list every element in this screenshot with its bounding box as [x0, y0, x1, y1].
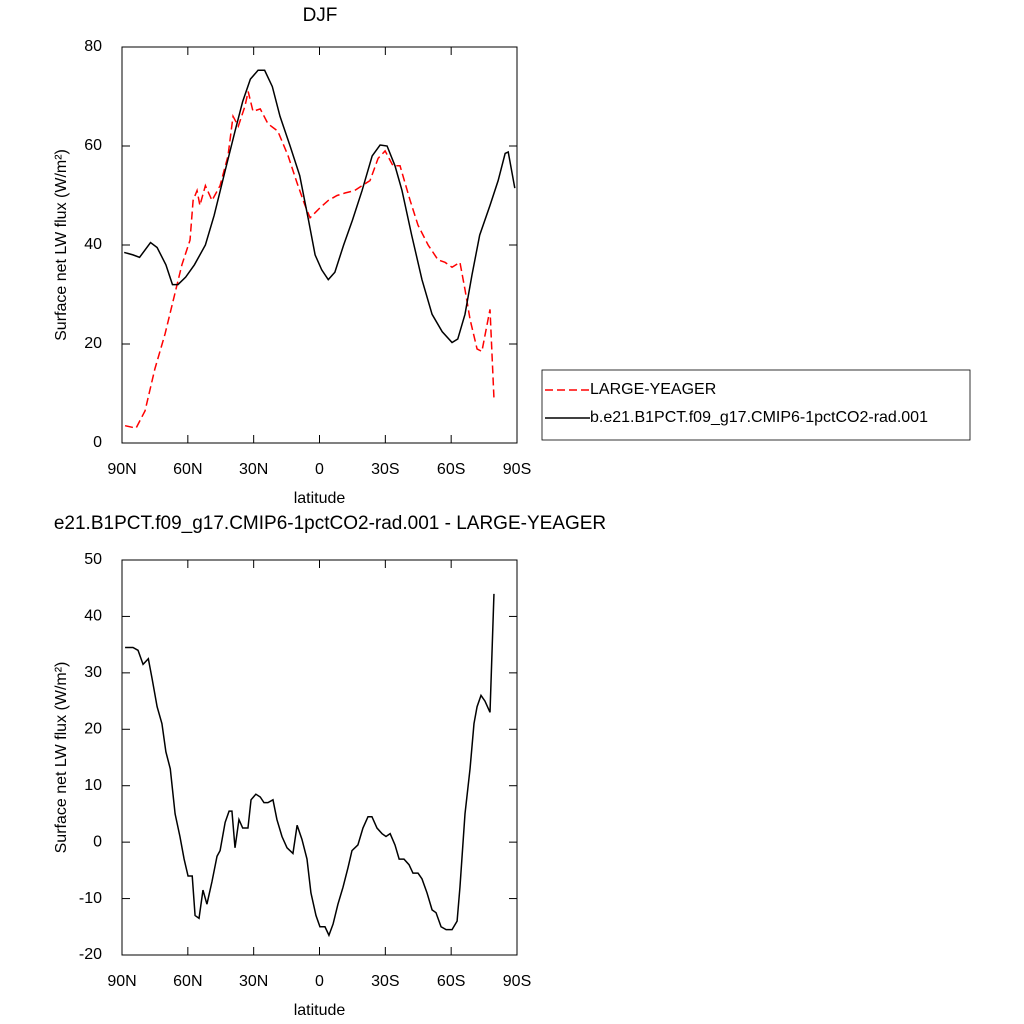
x-axis-label: latitude — [294, 1002, 346, 1019]
x-tick-label: 90N — [107, 973, 136, 990]
plot-frame — [121, 559, 518, 956]
x-tick-label: 0 — [315, 973, 324, 990]
x-tick-label: 0 — [315, 461, 324, 478]
x-tick-label: 90S — [503, 461, 531, 478]
y-tick-label: 0 — [93, 434, 102, 451]
data-line — [125, 593, 495, 938]
y-tick-label: -10 — [79, 890, 102, 907]
y-tick-label: 30 — [84, 664, 102, 681]
y-tick-label: 60 — [84, 137, 102, 154]
chart-title: DJF — [303, 5, 338, 26]
y-tick-label: 0 — [93, 833, 102, 850]
x-tick-label: 90S — [503, 973, 531, 990]
y-tick-label: 20 — [84, 721, 102, 738]
legend-label: b.e21.B1PCT.f09_g17.CMIP6-1pctCO2-rad.00… — [590, 409, 928, 426]
x-tick-label: 30S — [371, 461, 399, 478]
x-tick-label: 30S — [371, 973, 399, 990]
plot-frame — [121, 46, 518, 444]
x-tick-label: 60N — [173, 973, 202, 990]
x-tick-label: 90N — [107, 461, 136, 478]
x-tick-label: 30N — [239, 461, 268, 478]
y-tick-label: 20 — [84, 335, 102, 352]
y-tick-label: 10 — [84, 777, 102, 794]
y-tick-label: 40 — [84, 608, 102, 625]
x-tick-label: 60N — [173, 461, 202, 478]
y-tick-label: 40 — [84, 236, 102, 253]
chart-title: e21.B1PCT.f09_g17.CMIP6-1pctCO2-rad.001 … — [54, 513, 606, 534]
legend-label: LARGE-YEAGER — [590, 381, 716, 398]
data-line — [124, 91, 495, 430]
y-axis-label: Surface net LW flux (W/m²) — [53, 662, 70, 854]
y-tick-label: 80 — [84, 38, 102, 55]
x-axis-label: latitude — [294, 490, 346, 507]
x-tick-label: 60S — [437, 973, 465, 990]
y-tick-label: -20 — [79, 946, 102, 963]
data-line — [123, 69, 516, 344]
y-axis-label: Surface net LW flux (W/m²) — [53, 149, 70, 341]
x-tick-label: 60S — [437, 461, 465, 478]
y-tick-label: 50 — [84, 551, 102, 568]
x-tick-label: 30N — [239, 973, 268, 990]
legend-box — [541, 369, 971, 441]
